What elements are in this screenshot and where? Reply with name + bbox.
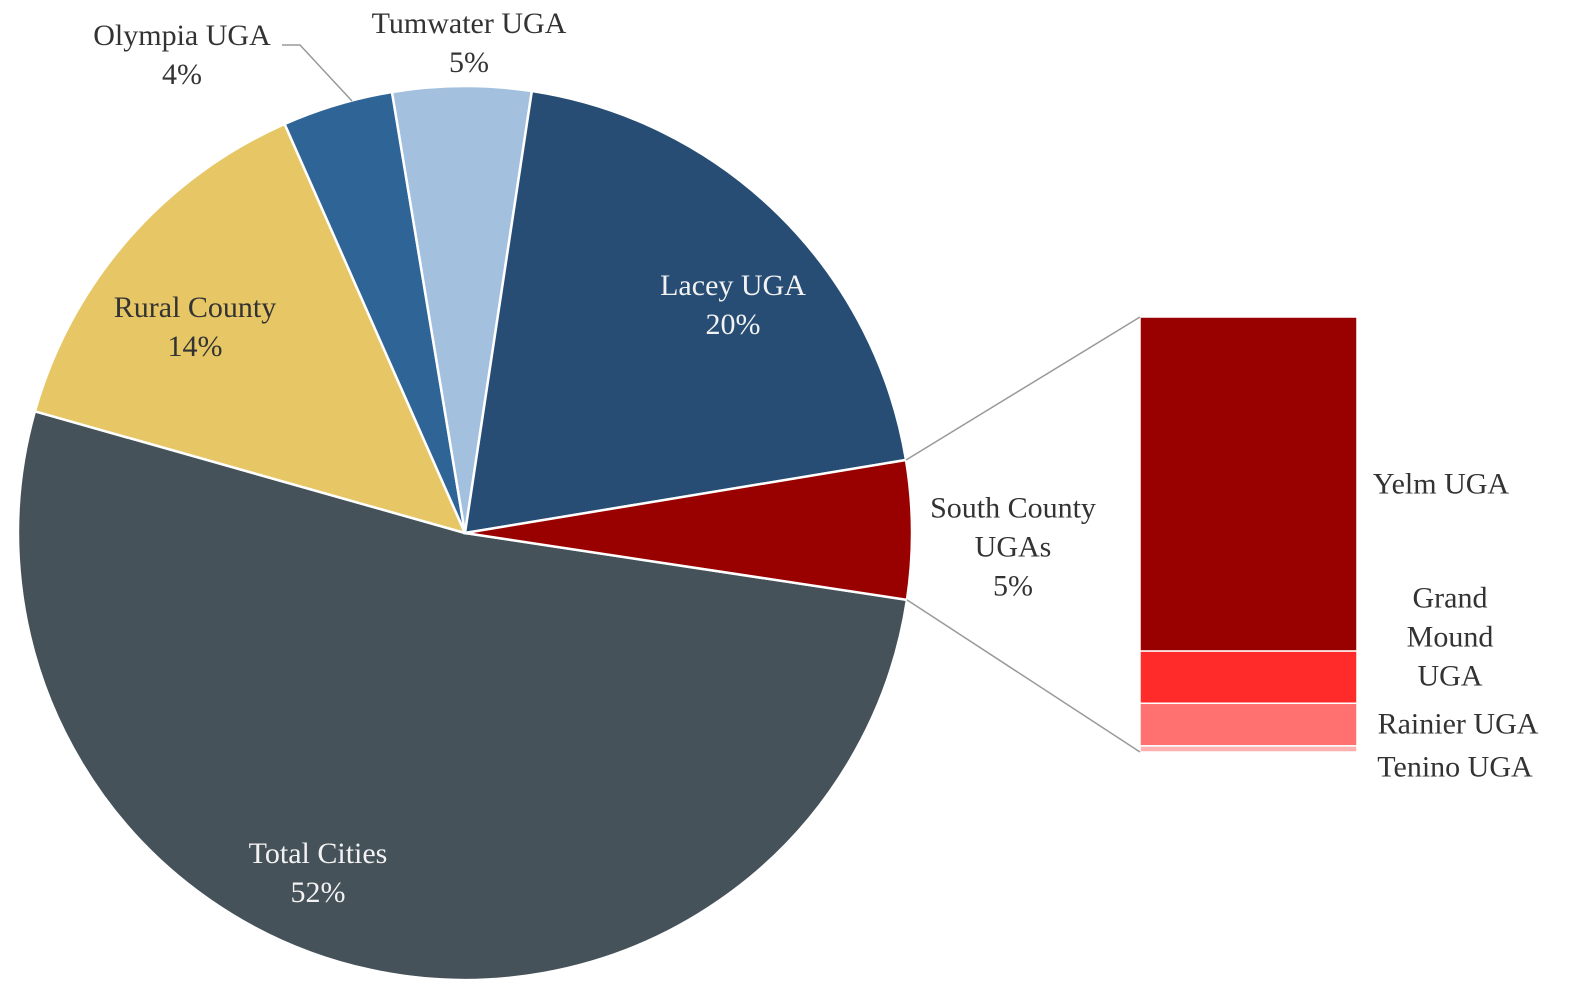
label: Tumwater UGA 5% <box>372 4 567 82</box>
bar-segment <box>1139 745 1358 753</box>
label: Tenino UGA <box>1377 748 1532 787</box>
label: Olympia UGA 4% <box>93 16 270 94</box>
label: South County UGAs 5% <box>908 489 1118 606</box>
slice-name: South County UGAs <box>930 491 1096 564</box>
label: Total Cities 52% <box>249 834 388 912</box>
slice-name: Rural County <box>113 291 277 324</box>
label: Grand Mound UGA <box>1385 579 1515 696</box>
slice-percent: 52% <box>290 876 346 909</box>
pie-slice <box>463 89 908 535</box>
segment-name: Tenino UGA <box>1377 750 1533 784</box>
pie-slice <box>33 122 468 535</box>
connector-line <box>906 599 1141 753</box>
slice-name: Lacey UGA <box>660 269 806 302</box>
bar-segment <box>1139 702 1358 747</box>
label: Rural County 14% <box>114 288 277 366</box>
segment-name: Rainier UGA <box>1377 707 1539 741</box>
leader-line <box>282 44 353 102</box>
slice-percent: 5% <box>448 46 489 79</box>
pie-slice <box>464 458 914 602</box>
bar-segment <box>1139 650 1358 705</box>
slice-name: Tumwater UGA <box>371 7 567 40</box>
label: Rainier UGA <box>1378 705 1539 744</box>
connector-line <box>905 316 1141 461</box>
segment-name: Yelm UGA <box>1372 467 1510 501</box>
bar-segment <box>1139 316 1358 652</box>
slice-percent: 4% <box>161 58 202 91</box>
slice-name: Total Cities <box>248 837 388 870</box>
segment-name: Grand Mound UGA <box>1406 581 1494 693</box>
label: Lacey UGA 20% <box>660 266 806 344</box>
slice-percent: 5% <box>993 569 1033 603</box>
label: Yelm UGA <box>1373 465 1509 504</box>
slice-percent: 14% <box>167 330 223 363</box>
slice-name: Olympia UGA <box>93 19 271 52</box>
pie-slice <box>16 409 909 982</box>
slice-percent: 20% <box>705 308 761 341</box>
